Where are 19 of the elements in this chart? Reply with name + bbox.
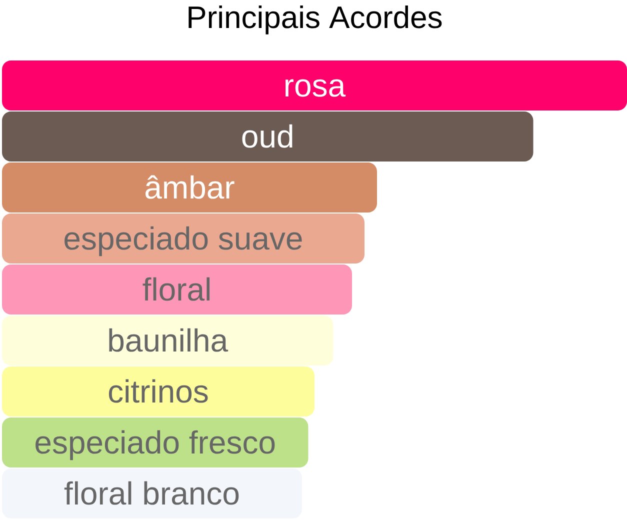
y-tick-label: âmbar bbox=[146, 175, 234, 199]
chart-title: Principais Acordes bbox=[188, 6, 442, 34]
y-tick-label: floral branco bbox=[64, 481, 239, 505]
bar bbox=[2, 418, 308, 468]
y-tick-label: baunilha bbox=[109, 328, 228, 352]
bar bbox=[2, 468, 302, 518]
bar bbox=[2, 214, 365, 264]
y-tick-label: especiado suave bbox=[64, 226, 302, 256]
y-tick-label: oud bbox=[242, 124, 292, 148]
bar bbox=[2, 162, 378, 212]
bar bbox=[2, 112, 534, 162]
y-tick-label: especiado fresco bbox=[36, 430, 275, 460]
y-tick-label: floral bbox=[142, 277, 210, 301]
y-tick-label: citrinos bbox=[108, 379, 208, 403]
y-tick-label: rosa bbox=[285, 79, 346, 97]
bar bbox=[2, 366, 314, 416]
bar bbox=[2, 264, 352, 314]
bar bbox=[2, 60, 627, 110]
bar bbox=[2, 316, 334, 366]
